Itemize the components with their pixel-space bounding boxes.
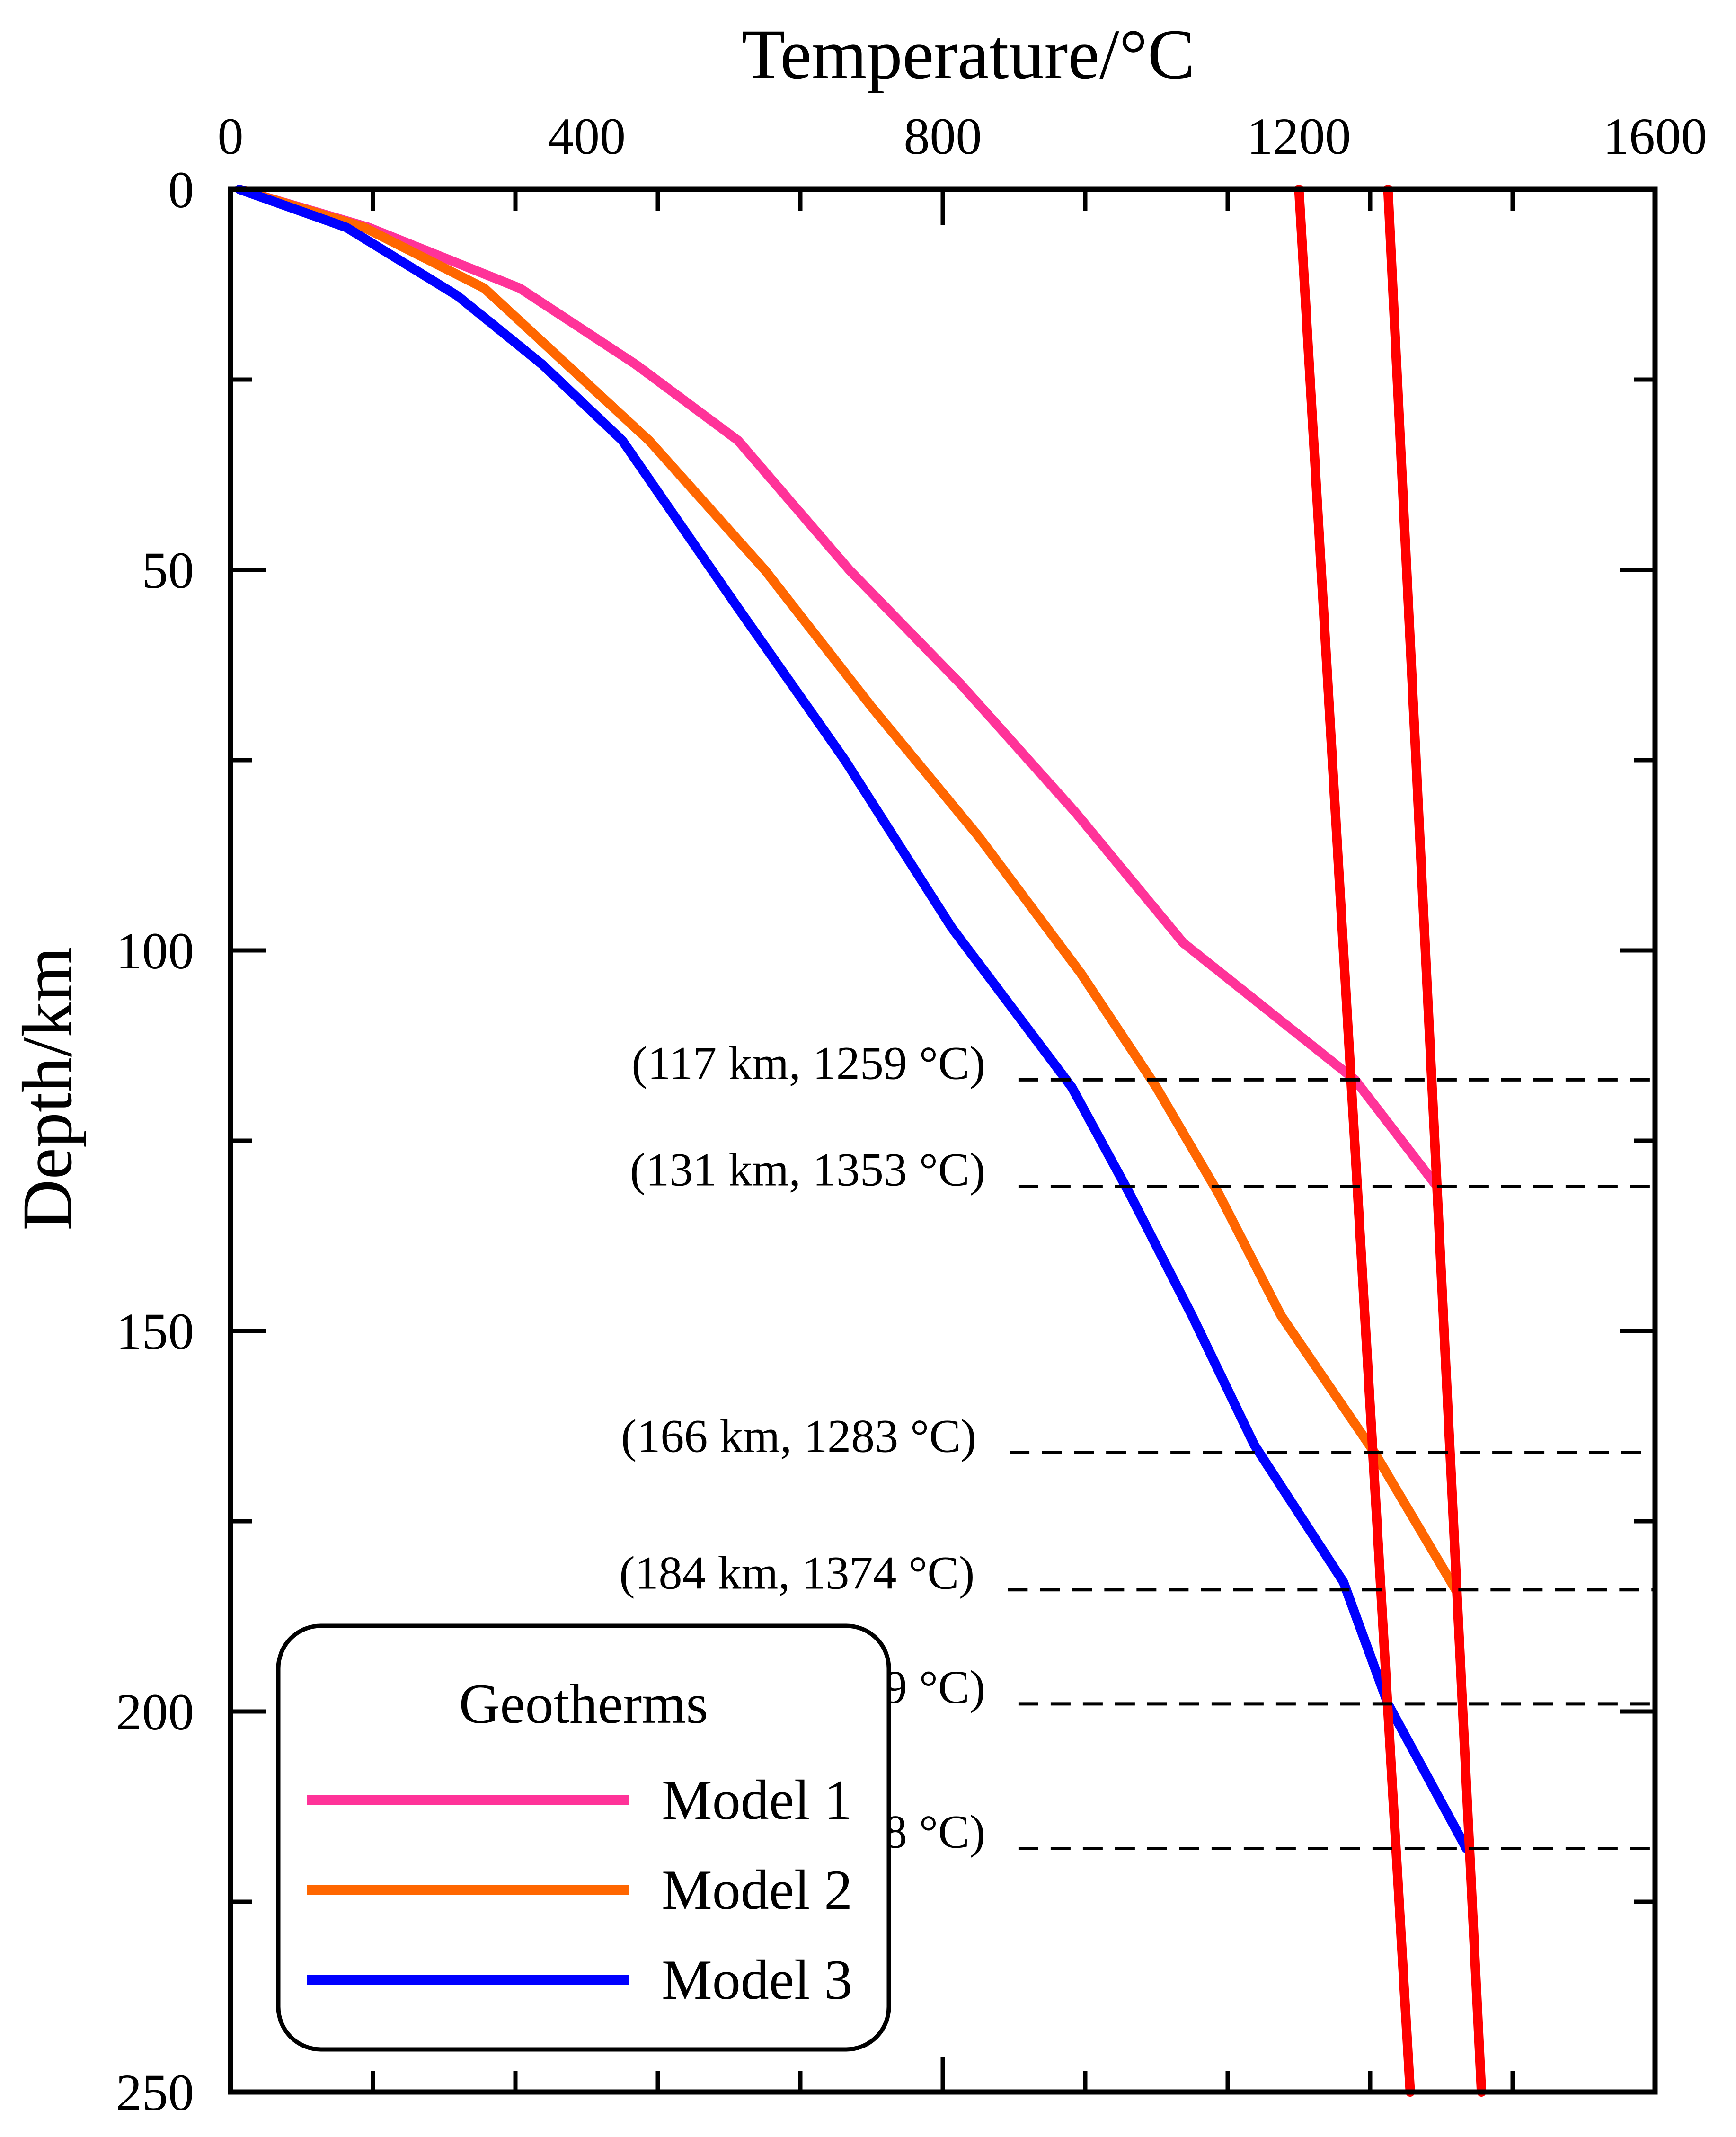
- legend-label-model-3: Model 3: [662, 1948, 852, 2011]
- annotation-label: (166 km, 1283 °C): [621, 1410, 976, 1462]
- series-line-model-2: [234, 185, 1461, 1595]
- x-tick-label: 0: [218, 107, 244, 165]
- y-tick-label: 200: [116, 1683, 194, 1741]
- x-axis-title: Temperature/°C: [742, 15, 1195, 94]
- legend-label-model-2: Model 2: [662, 1858, 852, 1921]
- y-tick-label: 150: [116, 1303, 194, 1360]
- y-tick-label: 0: [168, 161, 194, 219]
- y-tick-label: 250: [116, 2064, 194, 2121]
- legend-title: Geotherms: [459, 1672, 709, 1735]
- annotation-label: (117 km, 1259 °C): [632, 1037, 985, 1089]
- x-tick-label: 800: [904, 107, 982, 165]
- legend: Geotherms Model 1 Model 2 Model 3: [276, 1623, 891, 2052]
- annotation-label: (184 km, 1374 °C): [619, 1547, 974, 1599]
- x-tick-label: 1200: [1247, 107, 1351, 165]
- legend-box: [276, 1623, 891, 2052]
- annotation-label: (131 km, 1353 °C): [630, 1143, 985, 1196]
- series-line-solidus-a: [1294, 185, 1415, 2097]
- x-tick-label: 1600: [1603, 107, 1707, 165]
- series-line-model-1: [234, 185, 1442, 1191]
- data-lines: [234, 185, 1487, 2097]
- legend-label-model-1: Model 1: [662, 1768, 852, 1831]
- y-tick-label: 100: [116, 922, 194, 980]
- series-line-solidus-b: [1383, 185, 1487, 2097]
- series-line-model-3: [234, 185, 1471, 1853]
- x-tick-label: 400: [548, 107, 626, 165]
- plot-frame: [228, 186, 1658, 2095]
- y-axis-title: Depth/km: [8, 947, 87, 1231]
- y-tick-label: 50: [142, 541, 194, 599]
